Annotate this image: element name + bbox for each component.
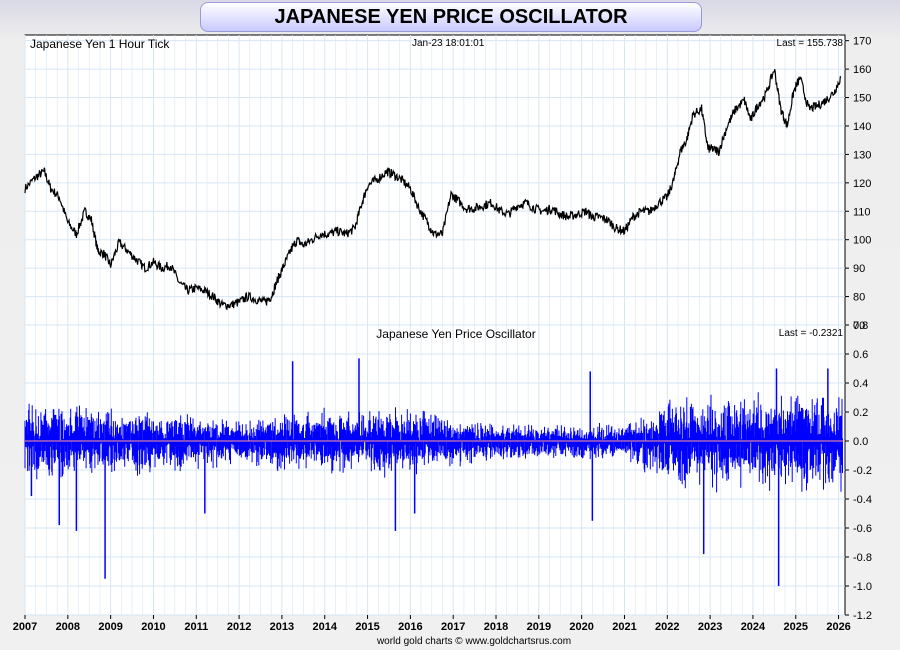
x-tick-label: 2008 — [56, 621, 80, 633]
x-tick-label: 2020 — [569, 621, 593, 633]
chart-credit: world gold charts © www.goldchartsrus.co… — [376, 636, 571, 647]
x-tick-label: 2015 — [355, 621, 379, 633]
y-tick-label: 0.2 — [853, 407, 868, 419]
y-tick-label: 80 — [853, 292, 865, 304]
y-tick-label: -0.2 — [853, 465, 872, 477]
y-tick-label: 0.8 — [853, 320, 868, 332]
x-tick-label: 2013 — [270, 621, 294, 633]
y-tick-label: -0.6 — [853, 523, 872, 535]
top-panel-timestamp: Jan-23 18:01:01 — [412, 38, 485, 49]
y-tick-label: -1.2 — [853, 610, 872, 622]
x-tick-label: 2016 — [398, 621, 422, 633]
page-title: JAPANESE YEN PRICE OSCILLATOR — [200, 2, 702, 32]
y-tick-label: -0.8 — [853, 552, 872, 564]
y-tick-label: -0.4 — [853, 494, 872, 506]
top-panel-background — [24, 34, 846, 326]
x-tick-label: 2010 — [141, 621, 165, 633]
x-tick-label: 2017 — [441, 621, 465, 633]
top-y-axis: 70 80 90 100 110 120 130 140 150 160 170 — [845, 36, 871, 332]
y-tick-label: 110 — [853, 206, 871, 218]
x-tick-label: 2011 — [184, 621, 208, 633]
x-tick-label: 2026 — [826, 621, 850, 633]
x-axis: 2007 2008 2009 2010 2011 2012 2013 2014 2015 2016… — [13, 615, 851, 633]
x-tick-label: 2019 — [527, 621, 551, 633]
x-tick-label: 2018 — [484, 621, 508, 633]
y-tick-label: 170 — [853, 36, 871, 48]
y-tick-label: 130 — [853, 149, 871, 161]
x-tick-label: 2024 — [741, 621, 766, 633]
price-series-line — [24, 69, 842, 311]
y-tick-label: 150 — [853, 93, 871, 105]
x-tick-label: 2009 — [98, 621, 122, 633]
y-tick-label: 0.4 — [853, 378, 868, 390]
top-panel-title: Japanese Yen 1 Hour Tick — [30, 37, 170, 51]
x-tick-label: 2021 — [612, 621, 636, 633]
y-tick-label: -1.0 — [853, 581, 872, 593]
x-tick-label: 2023 — [698, 621, 722, 633]
x-tick-label: 2022 — [655, 621, 679, 633]
x-tick-label: 2012 — [227, 621, 251, 633]
y-tick-label: 140 — [853, 121, 871, 133]
y-tick-label: 70 — [853, 320, 865, 332]
x-tick-label: 2007 — [13, 621, 37, 633]
y-tick-label: 160 — [853, 64, 871, 76]
y-tick-label: 0.6 — [853, 349, 868, 361]
x-tick-label: 2025 — [784, 621, 808, 633]
y-tick-label: 100 — [853, 235, 871, 247]
y-tick-label: 90 — [853, 263, 865, 275]
y-tick-label: 0.0 — [853, 436, 868, 448]
oscillator-series — [24, 358, 843, 586]
top-panel-last-value: Last = 155.738 — [777, 38, 844, 49]
bottom-panel-grid — [24, 324, 845, 616]
bottom-y-axis: -1.2 -1.0 -0.8 -0.6 -0.4 -0.2 0.0 0.2 0.4 0.6 0.8 — [845, 320, 872, 622]
y-tick-label: 120 — [853, 178, 871, 190]
x-tick-label: 2014 — [312, 621, 337, 633]
bottom-panel-title: Japanese Yen Price Oscillator — [376, 327, 535, 341]
top-panel-grid — [24, 35, 845, 326]
bottom-panel-last-value: Last = -0.2321 — [779, 328, 844, 339]
